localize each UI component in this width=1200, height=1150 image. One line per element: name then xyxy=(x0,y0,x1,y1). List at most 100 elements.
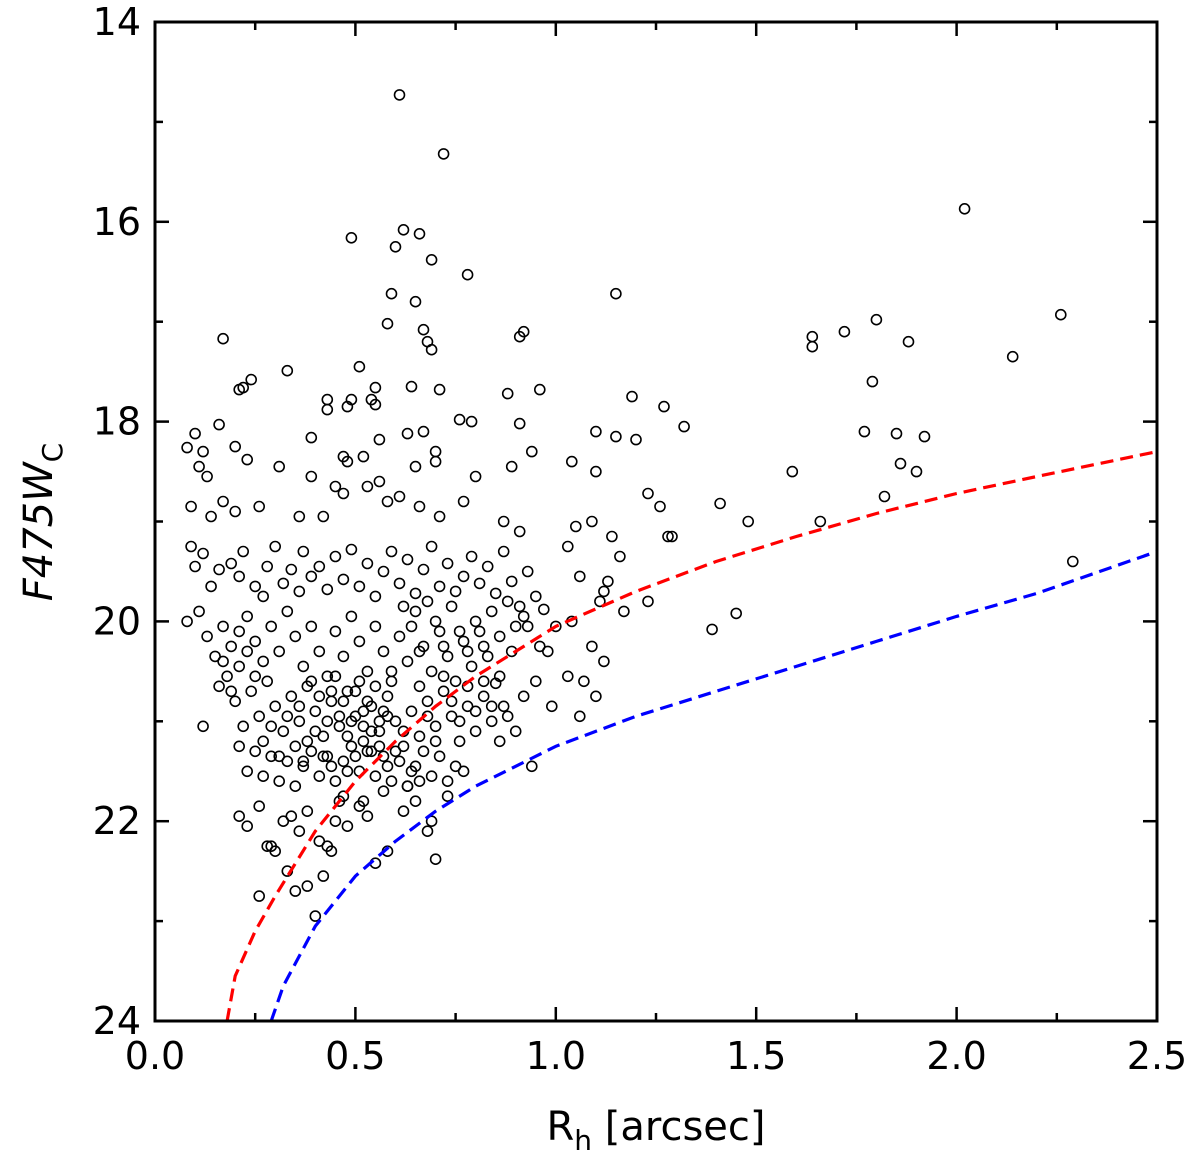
data-point xyxy=(301,880,314,892)
data-point xyxy=(377,785,390,798)
data-point xyxy=(305,431,318,444)
data-point xyxy=(221,670,233,683)
data-point xyxy=(878,490,891,503)
data-point xyxy=(521,620,534,633)
data-point xyxy=(269,540,282,553)
data-point xyxy=(321,715,334,728)
data-point xyxy=(806,330,819,343)
data-point xyxy=(301,805,314,818)
data-point xyxy=(229,440,241,453)
data-point xyxy=(281,710,294,723)
data-point xyxy=(433,625,446,638)
data-point xyxy=(421,825,434,838)
data-point xyxy=(658,400,670,413)
data-point xyxy=(381,760,394,773)
data-point xyxy=(598,655,610,668)
data-point xyxy=(329,480,342,493)
data-point xyxy=(529,675,542,688)
data-point xyxy=(513,525,526,538)
data-point xyxy=(317,870,330,882)
data-point xyxy=(590,690,602,703)
data-point xyxy=(477,690,490,703)
data-point xyxy=(786,465,799,478)
data-point xyxy=(313,770,326,783)
data-point xyxy=(293,825,306,838)
data-point xyxy=(281,755,294,768)
data-point xyxy=(806,340,819,353)
data-point xyxy=(337,755,350,768)
data-point xyxy=(289,780,302,793)
data-point xyxy=(213,418,225,431)
data-point xyxy=(429,720,442,733)
data-point xyxy=(389,715,402,728)
x-tick-label: 2.0 xyxy=(926,1034,986,1078)
x-axis-title-main: R xyxy=(547,1104,575,1150)
data-point xyxy=(213,563,225,576)
data-point xyxy=(273,460,286,473)
data-point xyxy=(341,400,354,413)
data-point xyxy=(413,680,426,693)
data-point xyxy=(630,433,642,446)
data-point xyxy=(285,810,298,823)
data-point xyxy=(317,750,330,763)
data-point xyxy=(261,675,274,688)
data-point xyxy=(273,775,286,788)
data-point xyxy=(497,515,510,528)
data-point xyxy=(209,650,221,663)
data-point xyxy=(233,383,245,396)
data-point xyxy=(197,720,209,733)
x-tick-labels: 0.0 0.5 1.0 1.5 2.0 2.5 xyxy=(125,1034,1187,1078)
data-point xyxy=(469,705,482,718)
data-point xyxy=(666,530,678,543)
data-point xyxy=(481,560,494,573)
data-point xyxy=(501,595,514,608)
data-point xyxy=(193,460,205,473)
data-point xyxy=(241,453,253,466)
data-point xyxy=(497,545,510,558)
data-point xyxy=(457,765,470,778)
data-point xyxy=(385,287,398,300)
data-point xyxy=(573,710,586,723)
data-point xyxy=(329,550,342,563)
data-point xyxy=(313,645,326,658)
data-point xyxy=(405,705,418,718)
data-point xyxy=(441,557,454,570)
data-point xyxy=(217,495,229,508)
data-point xyxy=(393,490,406,503)
data-point xyxy=(614,550,626,563)
data-point xyxy=(297,545,310,558)
data-point xyxy=(425,665,438,678)
data-point xyxy=(265,720,278,733)
data-point xyxy=(313,560,326,573)
data-point xyxy=(453,735,466,748)
y-axis-title-main: F475W xyxy=(16,461,62,601)
data-point xyxy=(337,573,350,586)
data-point xyxy=(353,635,366,648)
data-point xyxy=(870,313,883,326)
data-point xyxy=(365,745,378,758)
data-point xyxy=(373,475,386,488)
data-point xyxy=(197,547,209,560)
data-point xyxy=(289,885,302,897)
data-point xyxy=(301,735,314,748)
data-point xyxy=(217,655,229,668)
data-point xyxy=(469,615,482,628)
data-point xyxy=(505,575,518,588)
data-point xyxy=(401,553,414,566)
data-point xyxy=(189,427,201,440)
data-point xyxy=(345,610,358,623)
data-point xyxy=(277,725,290,738)
data-point xyxy=(253,890,266,902)
data-point xyxy=(185,500,197,513)
data-point xyxy=(445,600,458,613)
data-point xyxy=(321,670,334,683)
data-point xyxy=(417,745,430,758)
data-point xyxy=(289,740,302,753)
data-point xyxy=(261,560,274,573)
data-point xyxy=(369,590,382,603)
data-point xyxy=(473,625,486,638)
data-point xyxy=(241,765,253,778)
y-tick-label: 22 xyxy=(93,799,141,843)
data-point xyxy=(453,715,466,728)
data-point xyxy=(449,585,462,598)
